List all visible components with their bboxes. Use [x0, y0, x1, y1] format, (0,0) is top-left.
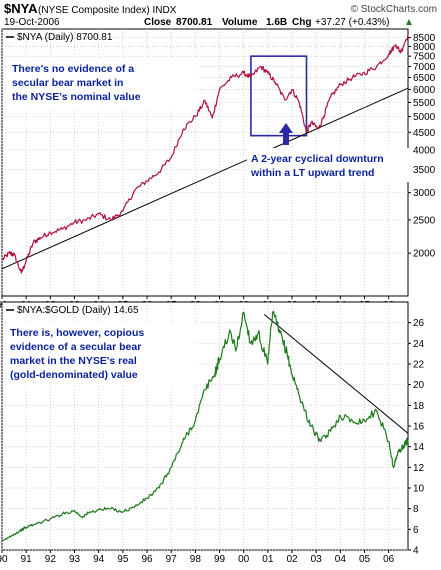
nya-price-line [1, 34, 409, 274]
nya-trendline [1, 87, 409, 270]
gold-ratio-annotation-line-2: evidence of a secular bear [10, 341, 141, 353]
gold-ratio-x-tick-label: 94 [93, 554, 105, 565]
watermark: © StockCharts.com [351, 4, 437, 15]
gold-ratio-x-tick-label: 06 [383, 554, 395, 565]
up-arrow-icon [279, 123, 293, 145]
gold-ratio-y-tick-label: 16 [413, 422, 425, 433]
gold-ratio-y-tick-label: 24 [413, 339, 425, 350]
gold-ratio-x-tick-label: 03 [311, 554, 323, 565]
header-index-name: (NYSE Composite Index) INDX [38, 5, 177, 16]
gold-ratio-x-tick-label: 05 [359, 554, 371, 565]
nya-y-tick-label: 3000 [413, 188, 436, 199]
gold-ratio-annotation-line-1: There is, however, copious [10, 327, 144, 339]
nya-y-tick-label: 7000 [413, 62, 436, 73]
gold-ratio-x-tick-label: 93 [69, 554, 81, 565]
gold-ratio-trendline [263, 314, 409, 434]
header-chg-label: Chg [292, 17, 311, 28]
gold-ratio-annotation-line-3: market in the NYSE's real [10, 355, 137, 367]
gold-ratio-x-tick-label: 91 [21, 554, 33, 565]
gold-ratio-legend-label: $NYA:$GOLD (Daily) 14.65 [17, 305, 139, 316]
gold-ratio-y-axis: 4 6 8 10 12 14 16 18 20 22 24 26 [408, 318, 425, 557]
gold-ratio-x-tick-label: 95 [117, 554, 129, 565]
gold-ratio-x-tick-label: 96 [141, 554, 153, 565]
nya-gridlines [1, 29, 408, 296]
nya-y-tick-label: 3500 [413, 165, 436, 176]
gold-ratio-x-tick-label: 97 [166, 554, 178, 565]
gold-ratio-x-tick-label: 01 [262, 554, 274, 565]
gold-ratio-y-tick-label: 6 [413, 525, 419, 536]
nya-y-tick-label: 2500 [413, 215, 436, 226]
gold-ratio-x-tick-label: 98 [190, 554, 202, 565]
gold-ratio-gridlines [1, 302, 408, 551]
nya-annotation-line-1: There's no evidence of a [12, 63, 134, 75]
gold-ratio-y-tick-label: 12 [413, 463, 425, 474]
downturn-highlight-box [250, 55, 308, 137]
nya-y-tick-label: 8000 [413, 42, 436, 53]
chg-up-arrow-icon: ▲ [404, 17, 414, 28]
nya-y-tick-label: 4000 [413, 145, 436, 156]
header-close-label: Close [144, 17, 172, 28]
gold-ratio-line [1, 310, 409, 543]
gold-ratio-x-tick-label: 02 [286, 554, 298, 565]
gold-ratio-panel: 4 6 8 10 12 14 16 18 20 22 24 26 $NYA:$GOLD (Daily)… [1, 301, 425, 557]
nya-y-tick-label: 2000 [413, 249, 436, 260]
gold-ratio-annotation-box [6, 322, 196, 386]
gold-ratio-y-tick-label: 26 [413, 318, 425, 329]
nya-y-tick-label: 5000 [413, 112, 436, 123]
nya-y-tick-label: 4500 [413, 128, 436, 139]
header-ticker: $NYA [4, 1, 38, 16]
gold-ratio-x-tick-label: 90 [0, 554, 8, 565]
nya-y-tick-label: 5500 [413, 98, 436, 109]
nya-annotation-box [8, 58, 196, 108]
gold-ratio-x-tick-label: 04 [335, 554, 347, 565]
gold-ratio-y-tick-label: 8 [413, 504, 419, 515]
header-chg-value: +37.27 (+0.43%) [315, 17, 390, 28]
nya-y-tick-label: 7500 [413, 52, 436, 63]
header-volume-value: 1.6B [266, 17, 287, 28]
gold-ratio-y-tick-label: 22 [413, 360, 425, 371]
header-close-value: 8700.81 [176, 17, 213, 28]
nya-y-tick-label: 6000 [413, 85, 436, 96]
nya-y-tick-label: 6500 [413, 73, 436, 84]
gold-ratio-x-axis: 90 91 92 93 94 95 96 97 98 99 00 01 02 03 04 05 06 [0, 550, 395, 565]
header-date: 19-Oct-2006 [4, 17, 60, 28]
downturn-annotation-box [247, 148, 411, 182]
nya-annotation-line-3: the NYSE's nominal value [12, 91, 141, 103]
header-volume-label: Volume [222, 17, 258, 28]
gold-ratio-x-tick-label: 99 [214, 554, 226, 565]
gold-ratio-y-tick-label: 10 [413, 484, 425, 495]
nya-y-tick-label: 8500 [413, 33, 436, 44]
nya-legend-label: $NYA (Daily) 8700.81 [17, 32, 113, 43]
downturn-annotation-line-2: within a LT upward trend [250, 167, 374, 179]
gold-ratio-x-tick-label: 00 [238, 554, 250, 565]
gold-ratio-y-tick-label: 4 [413, 546, 419, 557]
nya-panel: 2000 2500 3000 3500 4000 4500 5000 5500 60006500… [1, 28, 436, 297]
gold-ratio-x-tick-label: 92 [45, 554, 57, 565]
gold-ratio-annotation-line-4: (gold-denominated) value [10, 369, 138, 381]
nya-y-axis: 2000 2500 3000 3500 4000 4500 5000 5500 60006500… [408, 33, 436, 260]
nya-annotation-line-2: secular bear market in [12, 77, 123, 89]
downturn-annotation-line-1: A 2-year cyclical downturn [251, 153, 384, 165]
gold-ratio-y-tick-label: 18 [413, 401, 425, 412]
gold-ratio-y-tick-label: 14 [413, 442, 425, 453]
gold-ratio-y-tick-label: 20 [413, 380, 425, 391]
